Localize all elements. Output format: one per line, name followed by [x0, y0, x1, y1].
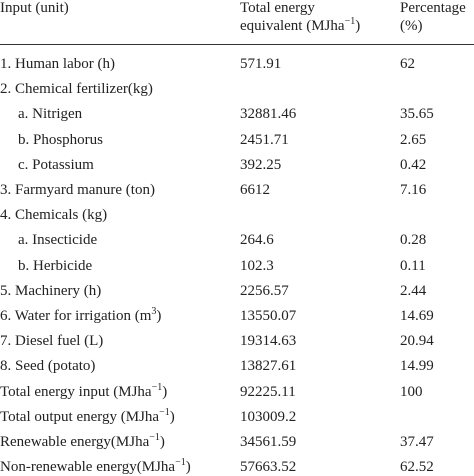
row-label: 5. Machinery (h): [0, 282, 101, 300]
header-rule: [0, 44, 474, 45]
row-label: 3. Farmyard manure (ton): [0, 181, 155, 199]
text: Percentage: [400, 0, 466, 16]
text: 1. Human labor (h): [0, 56, 115, 72]
energy-value: 13827.61: [240, 358, 297, 375]
text: Non-renewable energy(MJha: [0, 459, 176, 476]
row-label: 2. Chemical fertilizer(kg): [0, 80, 153, 98]
text: Input (unit): [0, 0, 69, 16]
text: ): [162, 383, 168, 400]
superscript: −1: [159, 406, 170, 418]
header-cell: (%): [400, 17, 423, 35]
text: 3. Farmyard manure (ton): [0, 182, 155, 198]
row-label: 7. Diesel fuel (L): [0, 332, 103, 350]
row-label: b. Herbicide: [18, 257, 92, 275]
row-label: a. Nitrigen: [18, 105, 82, 123]
percentage-value: 0.11: [400, 257, 426, 274]
text: ): [159, 434, 165, 450]
energy-value: 103009.2: [240, 408, 297, 425]
text: 6. Water for irrigation (m: [0, 308, 152, 324]
text: 2. Chemical fertilizer(kg): [0, 81, 153, 98]
text: 5. Machinery (h): [0, 282, 102, 299]
header-cell: equivalent (MJha−1): [240, 17, 360, 35]
energy-value: 6612: [240, 182, 270, 198]
row-label: Non-renewable energy(MJha−1): [0, 458, 191, 476]
percentage-value: 2.44: [400, 282, 427, 299]
energy-value: 2256.57: [240, 282, 289, 299]
energy-value: 571.91: [240, 56, 282, 72]
row-label: 6. Water for irrigation (m3): [0, 307, 161, 325]
text: ): [169, 408, 175, 425]
text: b. Phosphorus: [18, 131, 104, 148]
row-label: 1. Human labor (h): [0, 55, 115, 73]
energy-value: 13550.07: [240, 308, 297, 324]
text: (%): [400, 18, 423, 34]
text: Total energy: [240, 0, 315, 16]
energy-value: 392.25: [240, 156, 282, 173]
superscript: −1: [151, 381, 163, 393]
text: Total output energy (MJha: [0, 408, 160, 425]
percentage-value: 62: [400, 56, 415, 72]
text: 8. Seed (potato): [0, 358, 96, 375]
text: ): [355, 18, 361, 34]
energy-value: 102.3: [240, 257, 274, 274]
text: ): [185, 459, 191, 476]
row-label: 8. Seed (potato): [0, 357, 95, 375]
text: c. Potassium: [18, 156, 94, 173]
text: 7. Diesel fuel (L): [0, 333, 104, 350]
row-label: Total output energy (MJha−1): [0, 406, 175, 426]
superscript: 3: [151, 306, 157, 317]
row-label: Renewable energy(MJha−1): [0, 433, 165, 451]
row-label: a. Insecticide: [18, 231, 97, 249]
text: b. Herbicide: [18, 257, 93, 274]
energy-value: 57663.52: [240, 459, 297, 476]
superscript: −1: [175, 457, 186, 469]
percentage-value: 35.65: [400, 106, 434, 123]
superscript: −1: [344, 16, 356, 27]
row-label: b. Phosphorus: [18, 131, 103, 149]
text: Renewable energy(MJha: [0, 434, 150, 450]
header-cell: Percentage: [400, 0, 466, 17]
row-label: c. Potassium: [18, 156, 94, 174]
text: 4. Chemicals (kg): [0, 207, 108, 224]
energy-value: 264.6: [240, 232, 274, 249]
energy-value: 34561.59: [240, 434, 297, 450]
header-cell: Total energy: [240, 0, 315, 17]
energy-value: 19314.63: [240, 333, 297, 350]
header-cell: Input (unit): [0, 0, 69, 17]
row-label: 4. Chemicals (kg): [0, 206, 107, 224]
text: a. Nitrigen: [18, 106, 83, 123]
percentage-value: 0.42: [400, 156, 427, 173]
text: a. Insecticide: [18, 232, 98, 249]
energy-value: 92225.11: [240, 383, 296, 400]
percentage-value: 20.94: [400, 333, 434, 350]
percentage-value: 37.47: [400, 434, 434, 450]
superscript: −1: [149, 432, 160, 443]
percentage-value: 2.65: [400, 131, 427, 148]
percentage-value: 62.52: [400, 459, 434, 476]
row-label: Total energy input (MJha−1): [0, 381, 168, 401]
text: ): [156, 308, 162, 324]
text: equivalent (MJha: [240, 18, 345, 34]
percentage-value: 7.16: [400, 182, 427, 198]
percentage-value: 100: [400, 383, 423, 400]
text: Total energy input (MJha: [0, 383, 152, 400]
energy-value: 32881.46: [240, 106, 297, 123]
percentage-value: 14.69: [400, 308, 434, 324]
percentage-value: 14.99: [400, 358, 434, 375]
percentage-value: 0.28: [400, 232, 427, 249]
energy-value: 2451.71: [240, 131, 289, 148]
